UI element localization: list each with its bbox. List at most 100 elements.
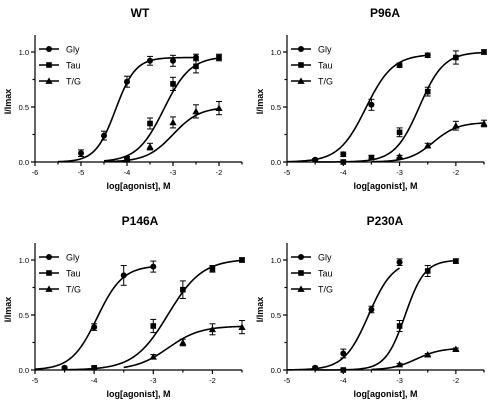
y-tick-label: 0.0 (271, 158, 281, 167)
x-tick-label: -4 (340, 376, 347, 385)
chart-title: P96A (370, 6, 400, 20)
data-point (149, 353, 157, 360)
legend-label: Gly (66, 45, 80, 55)
x-tick-label: -2 (209, 376, 216, 385)
legend-label: Gly (318, 253, 332, 263)
y-tick-label: 0.0 (271, 366, 281, 375)
data-point (179, 338, 187, 346)
chart-panel-3: P146A -5 -4 -3 -2 0.0 0.5 1.0 log[agonist], M I/I… (3, 214, 246, 399)
fit-curve (34, 266, 154, 370)
series-tau (315, 258, 459, 373)
x-axis-label: log[agonist], M (354, 181, 418, 191)
legend-label: Tau (318, 269, 333, 279)
fit-curve (103, 107, 220, 163)
data-point (208, 325, 217, 333)
data-point (340, 159, 347, 165)
chart-title: P230A (367, 214, 404, 228)
data-point (368, 306, 375, 313)
data-point (396, 259, 403, 266)
legend-label: Tau (66, 61, 81, 71)
series-gly (286, 258, 403, 371)
fit-curve (57, 56, 197, 163)
data-point (101, 132, 107, 139)
data-point (481, 49, 487, 55)
x-axis-label: log[agonist], M (107, 181, 171, 191)
data-point (368, 154, 375, 161)
y-tick-label: 0.0 (19, 158, 29, 167)
data-point (124, 78, 130, 85)
data-point (216, 54, 222, 61)
legend-label: Gly (318, 45, 332, 55)
fit-curve (286, 54, 428, 163)
legend-marker (298, 270, 304, 276)
fit-curve (315, 259, 456, 371)
legend-label: T/G (66, 285, 81, 295)
x-tick-label: -2 (453, 376, 460, 385)
legend-label: T/G (318, 285, 333, 295)
data-point (453, 54, 459, 61)
data-point (150, 263, 157, 270)
data-point (209, 266, 216, 272)
y-tick-label: 1.0 (19, 256, 29, 265)
data-point (147, 57, 153, 64)
legend-marker (298, 62, 304, 68)
series-gly (286, 52, 431, 163)
data-point (170, 57, 176, 64)
fit-curve (371, 348, 456, 371)
x-tick-label: -3 (396, 168, 403, 177)
x-tick-label: -3 (396, 376, 403, 385)
x-axis-label: log[agonist], M (354, 389, 418, 399)
legend-marker (46, 46, 52, 52)
x-axis-label: log[agonist], M (107, 389, 171, 399)
series-t-g (371, 345, 460, 371)
legend-marker (298, 46, 304, 52)
data-point (193, 63, 199, 70)
y-tick-label: 0.5 (19, 311, 29, 320)
chart-panel-4: P230A -5 -4 -3 -2 0.0 0.5 1.0 log[agonist], M I/I… (255, 214, 485, 399)
series-t-g (103, 101, 223, 163)
fit-curve (123, 325, 243, 369)
data-point (395, 360, 404, 368)
data-point (120, 272, 127, 279)
legend-label: Gly (66, 253, 80, 263)
y-tick-label: 0.5 (271, 103, 281, 112)
data-point (169, 118, 177, 126)
data-point (340, 350, 347, 357)
x-tick-label: -4 (124, 168, 131, 177)
data-point (192, 107, 200, 115)
data-point (368, 101, 375, 108)
data-point (180, 286, 186, 293)
series-tau (315, 49, 487, 165)
x-tick-label: -4 (91, 376, 98, 385)
data-point (396, 323, 403, 329)
data-point (424, 141, 432, 149)
data-point (424, 351, 432, 358)
data-point (215, 104, 223, 111)
legend-label: T/G (318, 77, 333, 87)
legend-marker (45, 285, 53, 292)
data-point (123, 156, 131, 163)
data-point (452, 122, 460, 129)
series-gly (34, 260, 157, 371)
chart-title: WT (131, 6, 150, 20)
legend-label: Tau (66, 269, 81, 279)
data-point (424, 88, 431, 95)
x-tick-label: -5 (32, 376, 39, 385)
data-point (78, 150, 84, 157)
series-t-g (123, 320, 246, 369)
data-point (340, 151, 347, 158)
data-point (146, 143, 154, 150)
fit-curve (103, 57, 220, 162)
data-point (395, 152, 404, 160)
data-point (193, 54, 199, 61)
x-tick-label: -3 (170, 168, 177, 177)
legend-marker (298, 254, 304, 260)
y-axis-label: I/Imax (255, 89, 265, 115)
data-point (480, 119, 488, 127)
legend-marker (297, 285, 305, 292)
y-tick-label: 0.0 (19, 366, 29, 375)
data-point (396, 62, 403, 69)
y-tick-label: 1.0 (271, 48, 281, 57)
y-axis-label: I/Imax (255, 297, 265, 323)
